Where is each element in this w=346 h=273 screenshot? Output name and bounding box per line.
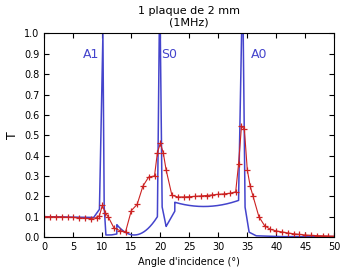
X-axis label: Angle d'incidence (°): Angle d'incidence (°) — [138, 257, 240, 268]
Text: A0: A0 — [251, 48, 267, 61]
Text: S0: S0 — [161, 48, 177, 61]
Title: 1 plaque de 2 mm
(1MHz): 1 plaque de 2 mm (1MHz) — [138, 5, 240, 27]
Y-axis label: T: T — [6, 131, 19, 139]
Text: A1: A1 — [83, 48, 99, 61]
